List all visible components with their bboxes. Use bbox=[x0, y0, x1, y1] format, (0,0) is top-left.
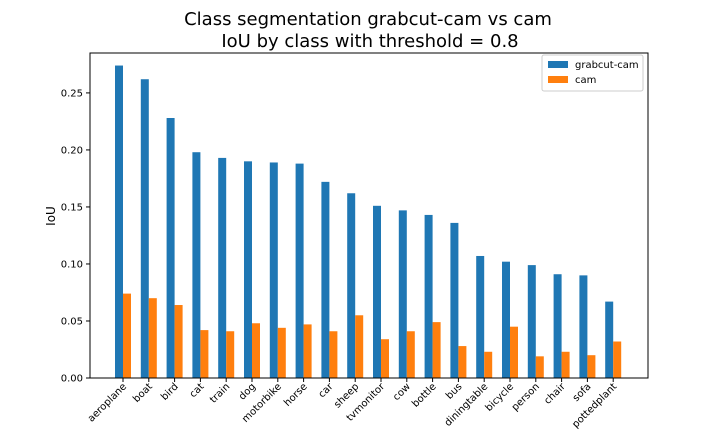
x-tick-label: sofa bbox=[571, 381, 594, 404]
plot-area bbox=[115, 65, 622, 378]
bar-grabcut-cam-bicycle bbox=[502, 261, 510, 378]
y-axis-ticks: 0.00 0.05 0.10 0.15 0.20 0.25 bbox=[61, 88, 90, 385]
x-tick-label: boat bbox=[131, 381, 155, 405]
y-tick-label: 0.20 bbox=[61, 145, 83, 156]
bar-cam-bus bbox=[458, 346, 467, 378]
x-tick-label: car bbox=[317, 381, 337, 401]
bar-cam-horse bbox=[303, 324, 312, 378]
x-tick-label: chair bbox=[542, 381, 568, 407]
bar-cam-bottle bbox=[432, 322, 441, 378]
bar-grabcut-cam-bottle bbox=[424, 214, 433, 378]
bar-cam-person bbox=[535, 356, 544, 378]
bar-grabcut-cam-sheep bbox=[347, 193, 356, 378]
bar-cam-cat bbox=[200, 330, 209, 378]
x-tick-label: aeroplane bbox=[86, 381, 129, 424]
x-tick-label: cow bbox=[391, 381, 413, 403]
bar-cam-bird bbox=[174, 305, 183, 378]
bar-cam-tvmonitor bbox=[381, 339, 389, 378]
bar-cam-bicycle bbox=[510, 326, 518, 378]
y-tick-label: 0.00 bbox=[61, 374, 83, 385]
chart-subtitle: IoU by class with threshold = 0.8 bbox=[221, 31, 518, 52]
x-tick-label: bird bbox=[159, 381, 181, 403]
legend: grabcut-cam cam bbox=[541, 54, 644, 92]
bar-grabcut-cam-car bbox=[321, 181, 330, 378]
bar-grabcut-cam-pottedplant bbox=[605, 301, 614, 378]
bar-grabcut-cam-cow bbox=[398, 210, 407, 378]
x-tick-label: bicycle bbox=[484, 381, 517, 414]
x-tick-label: horse bbox=[282, 381, 310, 409]
bar-cam-sofa bbox=[587, 355, 596, 378]
x-tick-label: cat bbox=[188, 381, 207, 400]
bar-grabcut-cam-bird bbox=[166, 118, 175, 378]
bar-cam-cow bbox=[406, 331, 415, 378]
x-axis-ticks: aeroplane boat bird cat train dogmotorbikehor… bbox=[86, 378, 619, 430]
bar-grabcut-cam-person bbox=[527, 265, 536, 378]
bar-grabcut-cam-bus bbox=[450, 222, 459, 378]
legend-swatch-cam bbox=[548, 76, 568, 83]
x-tick-label: bottle bbox=[410, 381, 438, 409]
bar-cam-sheep bbox=[355, 315, 364, 378]
bar-cam-train bbox=[226, 331, 235, 378]
bar-grabcut-cam-aeroplane bbox=[115, 65, 123, 378]
legend-label-grabcut-cam: grabcut-cam bbox=[575, 60, 639, 71]
x-tick-label: train bbox=[208, 381, 232, 405]
chart-title: Class segmentation grabcut-cam vs cam bbox=[184, 9, 552, 30]
bar-grabcut-cam-cat bbox=[192, 152, 201, 378]
bar-grabcut-cam-motorbike bbox=[269, 162, 278, 378]
bar-grabcut-cam-diningtable bbox=[476, 255, 485, 378]
legend-swatch-grabcut-cam bbox=[548, 61, 568, 68]
bar-cam-pottedplant bbox=[613, 341, 622, 378]
bar-grabcut-cam-boat bbox=[140, 79, 149, 378]
bar-grabcut-cam-dog bbox=[244, 161, 252, 378]
bar-grabcut-cam-tvmonitor bbox=[373, 205, 381, 378]
bar-grabcut-cam-chair bbox=[553, 274, 562, 378]
bar-cam-car bbox=[329, 331, 338, 378]
bar-cam-diningtable bbox=[484, 351, 493, 378]
bar-grabcut-cam-sofa bbox=[579, 275, 588, 378]
plot-frame bbox=[89, 52, 649, 379]
legend-label-cam: cam bbox=[575, 75, 596, 86]
bar-cam-motorbike bbox=[277, 327, 286, 378]
bar-grabcut-cam-train bbox=[218, 157, 227, 378]
y-tick-label: 0.10 bbox=[61, 259, 83, 270]
y-axis-label: IoU bbox=[44, 206, 58, 226]
y-tick-label: 0.05 bbox=[61, 316, 83, 327]
bar-cam-chair bbox=[561, 351, 570, 378]
x-tick-label: bus bbox=[444, 381, 464, 401]
x-tick-label: person bbox=[510, 381, 542, 413]
bar-cam-boat bbox=[148, 298, 157, 378]
bar-cam-dog bbox=[252, 323, 260, 378]
bar-cam-aeroplane bbox=[123, 293, 131, 378]
y-tick-label: 0.15 bbox=[61, 202, 83, 213]
bar-grabcut-cam-horse bbox=[295, 163, 304, 378]
y-tick-label: 0.25 bbox=[61, 88, 83, 99]
x-tick-label: dog bbox=[237, 381, 258, 402]
